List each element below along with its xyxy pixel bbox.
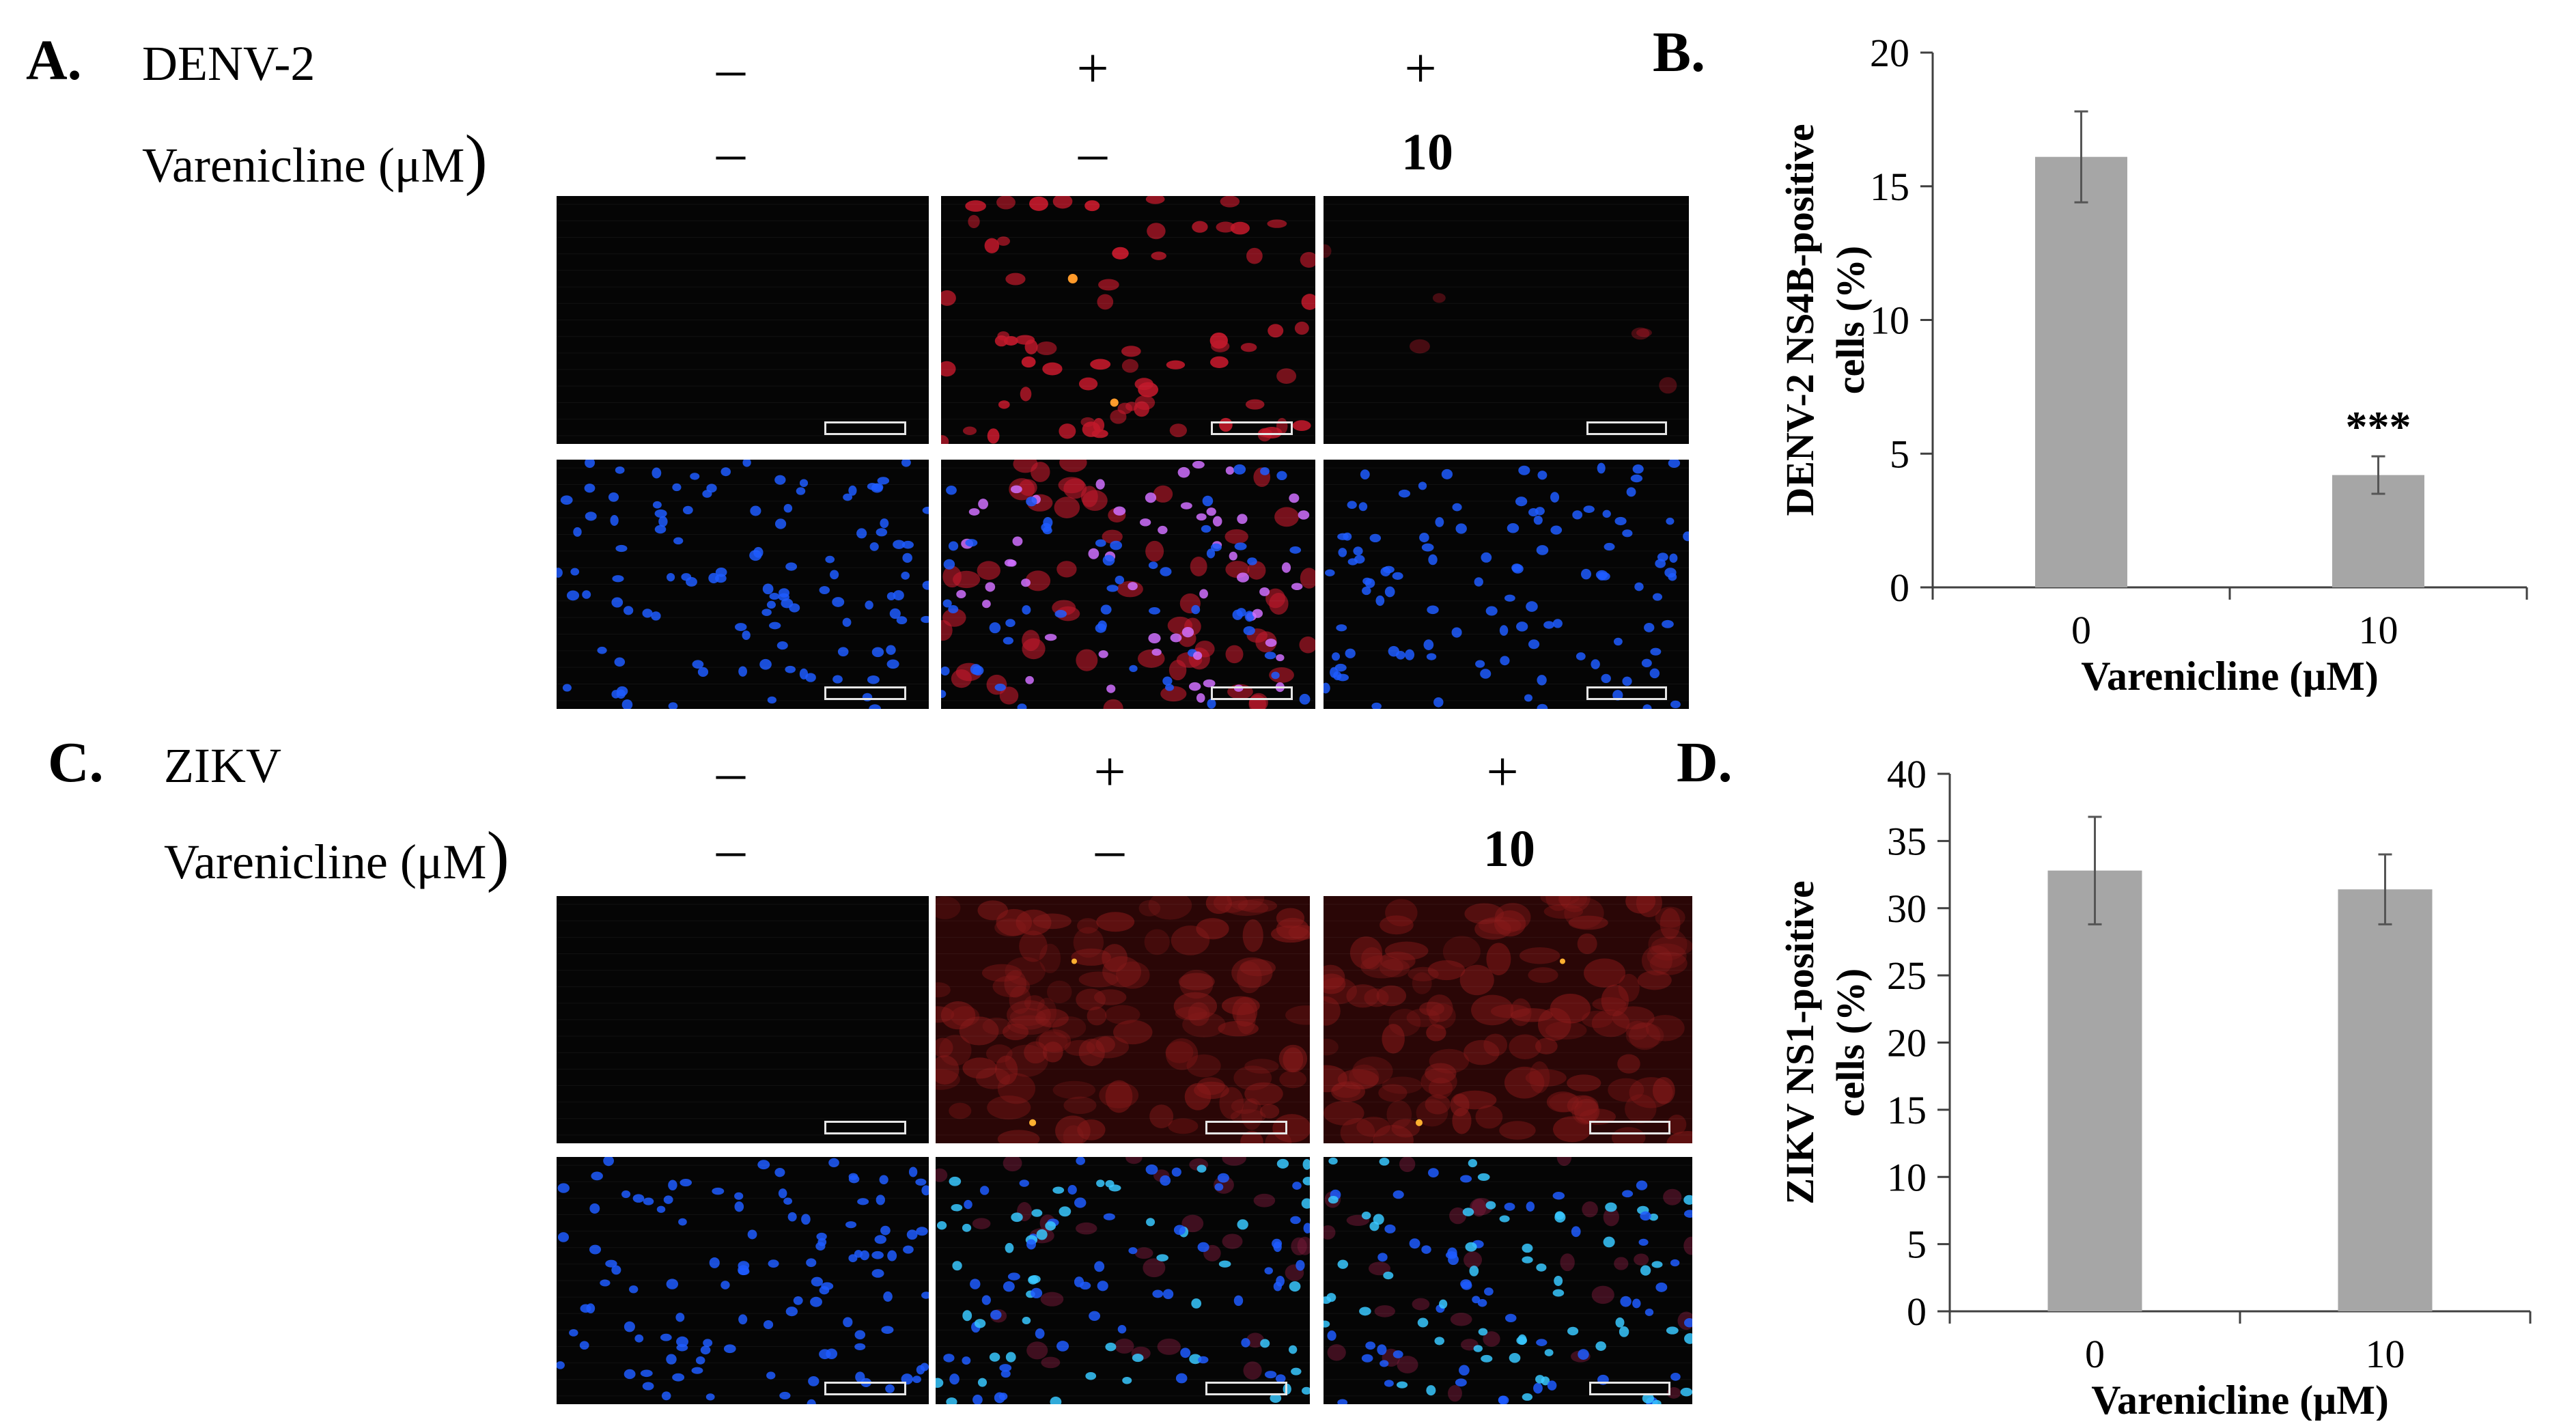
micrograph-a-red-channel-2	[941, 196, 1315, 444]
scale-bar	[1586, 686, 1667, 701]
bar-10	[2338, 889, 2433, 1311]
bar-0	[2035, 156, 2127, 587]
y-tick-label: 30	[1887, 886, 1927, 931]
panel-b-letter: B.	[1653, 20, 1706, 84]
y-tick-label: 0	[1890, 566, 1909, 610]
micrograph-c-merged-2	[936, 1157, 1310, 1404]
scale-bar	[824, 421, 907, 436]
micrograph-a-merged-3	[1324, 460, 1689, 709]
scale-bar	[1210, 686, 1293, 701]
micrograph-a-red-channel-1	[557, 196, 929, 444]
panel-a-virus-sign-3: +	[1404, 37, 1437, 100]
micrograph-c-red-channel-2	[936, 896, 1310, 1143]
x-tick-label: 10	[2359, 608, 2398, 652]
scale-bar	[824, 686, 907, 701]
panel-a-drug-value-3: 10	[1401, 124, 1453, 181]
panel-c-letter: C.	[48, 731, 104, 794]
panel-d-letter: D.	[1677, 731, 1733, 794]
y-tick-label: 35	[1887, 819, 1927, 863]
panel-c-drug-label: Varenicline (μM)	[164, 816, 509, 895]
scale-bar	[1588, 1121, 1670, 1135]
micrograph-c-merged-3	[1324, 1157, 1692, 1404]
x-axis-title: Varenicline (μM)	[2091, 1378, 2389, 1421]
y-tick-label: 40	[1887, 752, 1927, 796]
micrograph-a-merged-1	[557, 460, 929, 709]
x-axis-title: Varenicline (μM)	[2081, 654, 2379, 697]
scale-bar	[1588, 1382, 1670, 1396]
y-axis-title: DENV-2 NS4B-positive cells (%)	[1778, 124, 1873, 516]
scale-bar	[1586, 421, 1667, 436]
y-tick-label: 5	[1890, 432, 1909, 476]
micrograph-a-red-channel-3	[1324, 196, 1689, 444]
micrograph-c-red-channel-1	[557, 896, 929, 1143]
y-tick-label: 10	[1887, 1155, 1927, 1199]
panel-c-virus-sign-3: +	[1486, 740, 1519, 804]
y-tick-label: 15	[1887, 1088, 1927, 1132]
panel-c-paren: )	[486, 818, 509, 893]
scale-bar	[824, 1121, 907, 1135]
scale-bar	[1205, 1121, 1288, 1135]
panel-a-drug-text: Varenicline (μM	[142, 138, 465, 193]
panel-c-virus-label: ZIKV	[164, 738, 281, 793]
scale-bar	[1205, 1382, 1288, 1396]
panel-c-drug-value-3: 10	[1483, 820, 1535, 878]
chart-b-denv2-ns4b: 0 5 10 15 20 0 10 *** Varenicline (μM) DENV-2 NS4…	[1778, 31, 2528, 697]
panel-a-virus-label: DENV-2	[142, 36, 316, 91]
y-tick-label: 0	[1907, 1289, 1927, 1334]
panel-a-drug-value-1: –	[716, 121, 745, 184]
micrograph-c-merged-1	[557, 1157, 929, 1404]
panel-a-drug-label: Varenicline (μM)	[142, 120, 488, 198]
scale-bar	[1210, 421, 1293, 436]
micrograph-c-red-channel-3	[1324, 896, 1692, 1143]
significance-annotation: ***	[2346, 402, 2411, 451]
panel-a-drug-value-2: –	[1078, 121, 1107, 184]
panel-c-drug-value-2: –	[1095, 818, 1124, 881]
panel-a-paren: )	[464, 121, 488, 197]
panel-c-drug-value-1: –	[716, 818, 745, 881]
scale-bar	[824, 1382, 907, 1396]
panel-c-virus-sign-1: –	[716, 740, 745, 804]
micrograph-a-merged-2	[941, 460, 1315, 709]
y-tick-label: 10	[1870, 298, 1909, 343]
y-tick-label: 20	[1887, 1021, 1927, 1065]
panel-a-virus-sign-2: +	[1076, 37, 1109, 100]
panel-a-letter: A.	[26, 29, 82, 92]
panel-a-virus-sign-1: –	[716, 37, 745, 100]
panel-c-virus-sign-2: +	[1093, 740, 1126, 804]
x-tick-label: 0	[2071, 608, 2091, 652]
y-tick-label: 25	[1887, 953, 1927, 998]
y-tick-label: 15	[1870, 165, 1909, 209]
bar-0	[2047, 870, 2142, 1311]
y-tick-label: 20	[1870, 31, 1909, 75]
x-tick-label: 10	[2366, 1332, 2405, 1376]
panel-c-drug-text: Varenicline (μM	[164, 835, 487, 889]
y-axis-title: ZIKV NS1-positive cells (%)	[1778, 880, 1873, 1204]
x-tick-label: 0	[2085, 1332, 2105, 1376]
y-tick-label: 5	[1907, 1223, 1927, 1267]
